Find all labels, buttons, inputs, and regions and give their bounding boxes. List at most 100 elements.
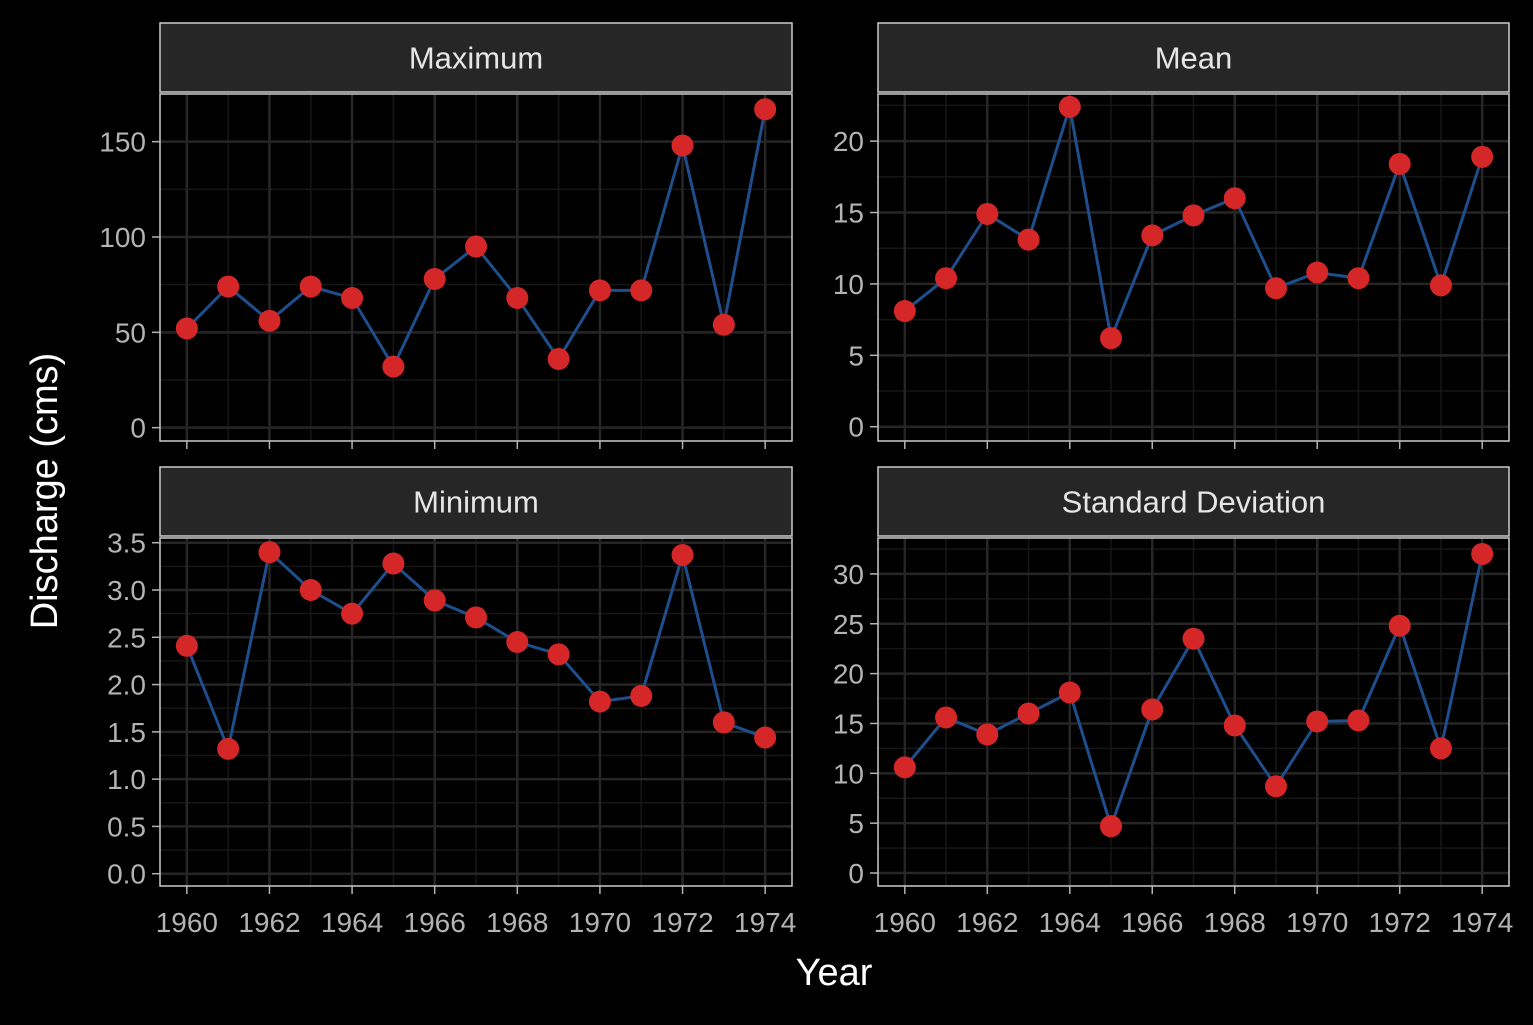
data-point [217,275,240,298]
y-tick-label: 0 [130,413,146,444]
data-point [299,579,322,602]
data-point [1100,815,1123,838]
data-point [588,690,611,713]
x-tick-label: 1966 [404,907,466,938]
y-tick-label: 15 [833,198,864,229]
data-point [976,723,999,746]
y-tick-label: 0.5 [107,811,146,842]
data-point [588,279,611,302]
data-point [754,726,777,749]
facet-strip [159,466,793,537]
y-tick-label: 20 [833,659,864,690]
facet-strip-label: Maximum [409,41,543,76]
data-point [712,711,735,734]
y-tick-label: 2.0 [107,670,146,701]
data-point [382,355,405,378]
data-point [671,544,694,567]
panel-border [877,93,1510,442]
facet-strip [159,22,793,93]
x-tick-label: 1972 [651,907,713,938]
data-point [1100,327,1123,350]
data-point [935,706,958,729]
panel-mean: Mean 0 5 10 15 20 [833,22,1510,449]
y-tick-label: 0 [848,412,864,443]
data-point [175,317,198,340]
x-tick-label: 1968 [486,907,548,938]
x-tick-label: 1962 [956,907,1018,938]
data-point [465,235,487,258]
data-point [341,287,364,310]
data-point [630,684,653,707]
data-point [258,309,281,332]
y-tick-label: 5 [848,340,864,371]
data-point [1058,681,1081,704]
data-point [935,267,958,290]
data-point [1223,187,1246,210]
data-point [1058,95,1081,118]
data-point [1471,145,1494,168]
data-point [754,98,777,121]
x-tick-label: 1974 [1451,907,1513,938]
data-point [976,202,999,225]
data-point [1017,702,1040,725]
panel-border [877,537,1510,887]
facet-strip-label: Minimum [413,485,539,520]
x-tick-label: 1974 [734,907,796,938]
panel-standard-deviation: Standard Deviation 0 5 10 15 20 25 30 1960 1962 19… [833,466,1513,938]
y-tick-label: 10 [833,758,864,789]
y-tick-label: 1.0 [107,764,146,795]
data-point [175,634,198,657]
data-point [1388,152,1411,175]
data-point [1264,775,1287,798]
y-tick-label: 5 [848,808,864,839]
data-point [382,552,405,575]
x-tick-label: 1972 [1369,907,1431,938]
data-point [299,275,322,298]
x-tick-label: 1964 [1039,907,1101,938]
data-point [423,589,446,612]
y-tick-label: 0 [848,858,864,889]
y-tick-label: 100 [99,222,146,253]
x-tick-label: 1960 [874,907,936,938]
data-point [1347,267,1370,290]
y-tick-label: 0.0 [107,859,146,890]
data-point [893,300,916,323]
y-axis-title: Discharge (cms) [24,353,66,630]
facet-strip-label: Mean [1155,41,1233,76]
data-point [1306,261,1329,284]
data-point [671,134,694,157]
data-point [1141,224,1164,247]
x-axis-title: Year [796,952,873,994]
y-tick-label: 30 [833,559,864,590]
facet-strip-label: Standard Deviation [1062,485,1326,520]
x-tick-label: 1960 [156,907,218,938]
panel-border [159,93,793,442]
y-tick-label: 25 [833,609,864,640]
y-tick-label: 50 [115,317,146,348]
data-point [506,631,529,654]
data-point [1429,274,1452,297]
data-point [258,541,281,564]
data-point [217,737,240,760]
data-point [1429,737,1452,760]
data-point [1223,714,1246,737]
y-tick-label: 2.5 [107,622,146,653]
data-point [712,313,735,336]
data-point [465,606,487,629]
data-point [630,279,653,302]
data-point [341,602,364,625]
data-point [547,348,570,371]
y-tick-label: 15 [833,708,864,739]
x-tick-label: 1970 [1286,907,1348,938]
data-point [893,756,916,779]
x-tick-label: 1966 [1121,907,1183,938]
y-tick-label: 3.0 [107,575,146,606]
data-point [506,287,529,310]
y-tick-label: 1.5 [107,717,146,748]
facet-strip [877,466,1510,537]
y-tick-label: 20 [833,126,864,157]
data-point [1141,698,1164,721]
data-point [1182,204,1205,227]
data-point [1347,709,1370,732]
